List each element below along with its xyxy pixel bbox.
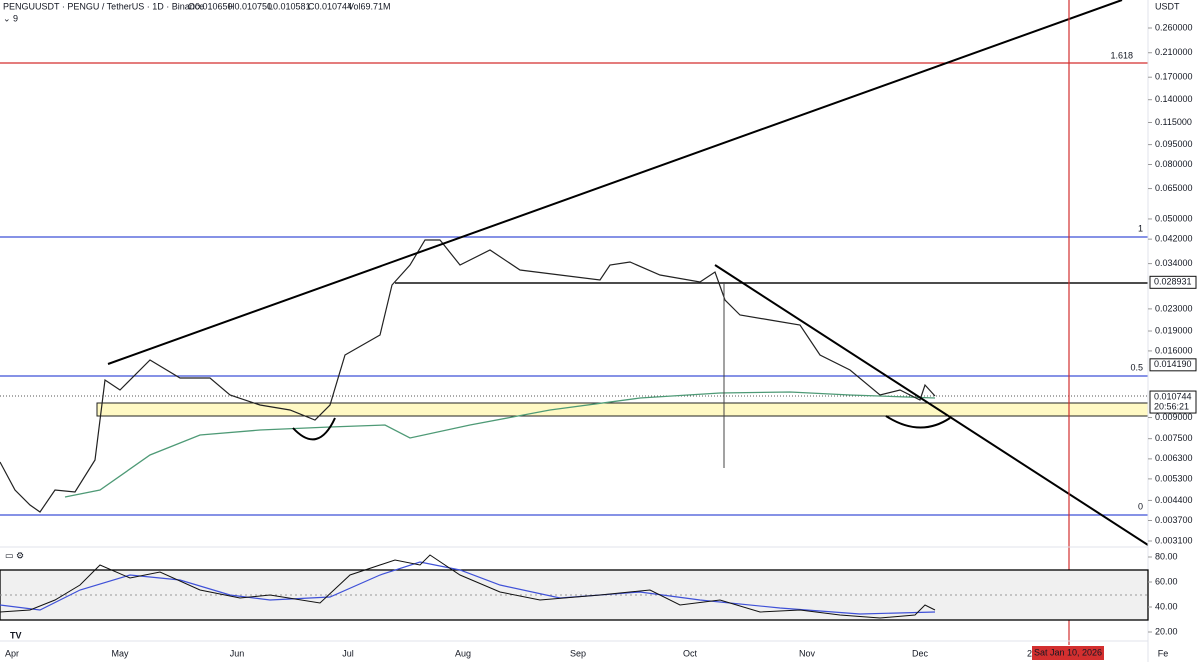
rsi-tick-label: 60.00 — [1155, 576, 1178, 586]
time-label: Apr — [5, 648, 19, 658]
rsi-tick-label: 20.00 — [1155, 626, 1178, 636]
price-badge-label: 0.010744 — [1154, 391, 1192, 401]
price-tick-label: 0.007500 — [1155, 433, 1193, 443]
price-tick-label: 0.009000 — [1155, 412, 1193, 422]
time-label: Dec — [912, 648, 929, 658]
tv-logo: TV — [10, 630, 22, 640]
ohlc-value: H0.010750 — [228, 1, 272, 11]
time-label: Jun — [230, 648, 245, 658]
rsi-line — [0, 554, 936, 619]
support-zone — [96, 402, 1149, 417]
price-tick-label: 0.004400 — [1155, 495, 1193, 505]
ohlc-value: C0.010744 — [308, 1, 352, 11]
price-tick-label: 0.023000 — [1155, 303, 1193, 313]
price-tick-label: 0.034000 — [1155, 258, 1193, 268]
price-tick-label: 0.003100 — [1155, 535, 1193, 545]
cursor-date: Sat Jan 10, 2026 — [1034, 647, 1102, 657]
indicator-toggle: ⌄ 9 — [3, 13, 18, 23]
trendline-down — [714, 264, 1149, 546]
trendline-up — [107, 0, 1123, 365]
time-label: Sep — [570, 648, 586, 658]
fib-label: 0.5 — [1130, 362, 1143, 372]
price-badge — [1149, 390, 1197, 414]
price-tick-label: 0.042000 — [1155, 234, 1193, 244]
fib-label: 1 — [1138, 223, 1143, 233]
ohlc: O0.010650H0.010750L0.010581C0.010744Vol6… — [188, 1, 391, 11]
price-tick-label: 0.080000 — [1155, 159, 1193, 169]
rsi-tick-label: 80.00 — [1155, 551, 1178, 561]
price-tick-label: 0.050000 — [1155, 213, 1193, 223]
arc — [292, 417, 336, 441]
price-tick-label: 0.260000 — [1155, 22, 1193, 32]
price-tick-label: 0.019000 — [1155, 325, 1193, 335]
moving-average — [64, 391, 936, 498]
rsi-tick-label: 40.00 — [1155, 601, 1178, 611]
ohlc-value: L0.010581 — [268, 1, 311, 11]
price-badge-label: 0.014190 — [1154, 359, 1192, 369]
rsi-legend-icon: ▭ ⚙ — [5, 550, 24, 560]
time-label: Oct — [683, 648, 698, 658]
time-label: Fe — [1158, 648, 1169, 658]
price-tick-label: 0.003700 — [1155, 515, 1193, 525]
arc — [885, 415, 951, 429]
price-tick-label: 0.006300 — [1155, 453, 1193, 463]
countdown: 20:56:21 — [1154, 401, 1189, 411]
ohlc-value: Vol69.71M — [348, 1, 391, 11]
price-badge — [1149, 358, 1197, 372]
symbol: PENGUUSDT · PENGU / TetherUS · 1D · Bina… — [3, 1, 204, 11]
time-label: May — [111, 648, 129, 658]
price-badge — [1149, 275, 1197, 289]
price-tick-label: 0.210000 — [1155, 47, 1193, 57]
cursor-badge — [1032, 646, 1104, 660]
price-tick-label: 0.016000 — [1155, 345, 1193, 355]
price-tick-label: 0.115000 — [1155, 117, 1192, 127]
fib-label: 1.618 — [1110, 50, 1133, 60]
price-unit: USDT — [1155, 1, 1180, 11]
price-tick-label: 0.065000 — [1155, 183, 1193, 193]
fib-label: 0 — [1138, 501, 1143, 511]
price-tick-label: 0.005300 — [1155, 473, 1193, 483]
price-badge-label: 0.028931 — [1154, 277, 1192, 287]
price-tick-label: 0.170000 — [1155, 72, 1193, 82]
axes: 0.260000 0.210000 0.170000 0.140000 0.115000… — [5, 22, 1197, 658]
price-tick-label: 0.140000 — [1155, 94, 1193, 104]
price-tick-label: 0.095000 — [1155, 139, 1193, 149]
ohlc-value: O0.010650 — [188, 1, 233, 11]
time-label: Jul — [342, 648, 354, 658]
time-label: Nov — [799, 648, 816, 658]
price-trace — [0, 239, 936, 513]
time-label: Aug — [455, 648, 471, 658]
